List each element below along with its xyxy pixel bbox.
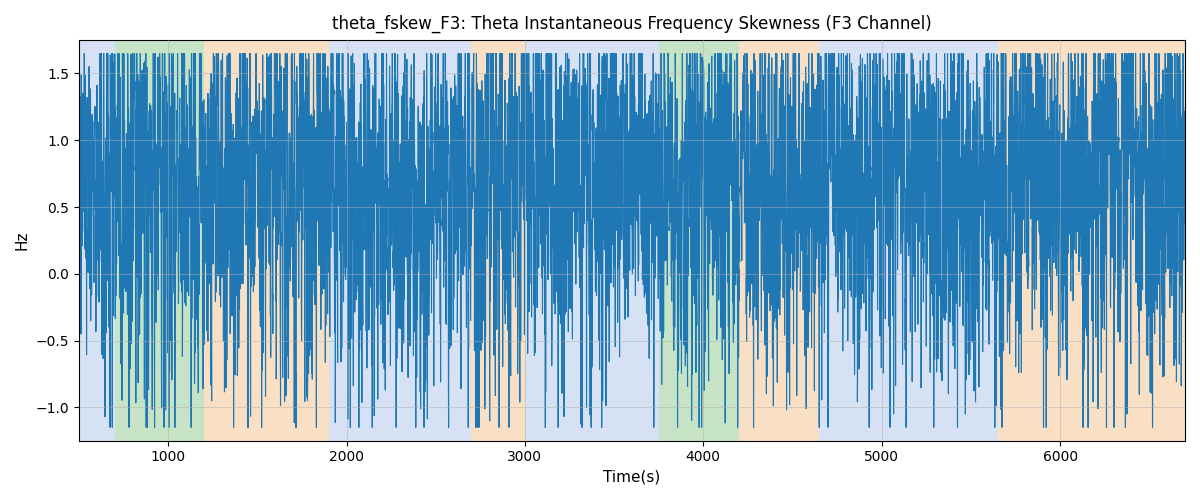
Bar	[739, 40, 820, 440]
Bar	[667, 40, 739, 440]
Bar	[204, 40, 329, 440]
Bar	[641, 40, 659, 440]
Bar	[329, 40, 472, 440]
X-axis label: Time(s): Time(s)	[604, 470, 660, 485]
Bar	[820, 40, 890, 440]
Y-axis label: Hz: Hz	[14, 230, 30, 250]
Bar	[890, 40, 997, 440]
Bar	[1025, 40, 1186, 440]
Bar	[472, 40, 524, 440]
Bar	[114, 40, 204, 440]
Title: theta_fskew_F3: Theta Instantaneous Frequency Skewness (F3 Channel): theta_fskew_F3: Theta Instantaneous Freq…	[332, 15, 932, 34]
Bar	[524, 40, 641, 440]
Bar	[79, 40, 114, 440]
Bar	[997, 40, 1025, 440]
Bar	[659, 40, 667, 440]
